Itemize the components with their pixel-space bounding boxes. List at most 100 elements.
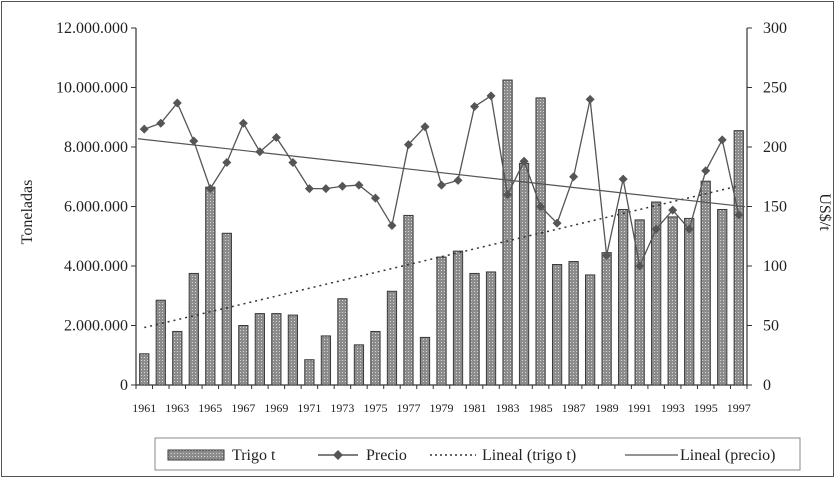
bar-trigo [271, 313, 282, 386]
y2-tick-label: 200 [763, 139, 787, 156]
bar-trigo [337, 298, 348, 386]
y2-tick-label: 300 [763, 20, 787, 37]
marker-precio [304, 184, 314, 194]
marker-precio [486, 91, 496, 101]
marker-precio [684, 224, 694, 234]
y-tick-label: 10.000.000 [56, 80, 128, 97]
bar-trigo [436, 256, 447, 386]
x-tick-label: 1961 [132, 401, 156, 415]
bar-trigo [353, 344, 365, 386]
legend-box [154, 437, 801, 471]
bar-trigo [254, 313, 265, 386]
bar-trigo [386, 290, 398, 386]
x-tick-label: 1991 [628, 401, 652, 415]
marker-precio [255, 147, 265, 157]
bar-trigo [651, 201, 662, 386]
marker-precio [503, 190, 513, 200]
x-tick-label: 1983 [496, 401, 520, 415]
y-tick-label: 6.000.000 [64, 199, 128, 216]
bar-trigo [667, 216, 678, 386]
marker-precio [172, 98, 182, 108]
bar-trigo [684, 217, 695, 386]
bar-trigo [502, 79, 513, 386]
legend-label-precio: Precio [366, 447, 407, 464]
marker-precio [139, 124, 149, 134]
bar-trigo [634, 219, 645, 386]
bar-trigo [320, 335, 332, 386]
x-tick-label: 1973 [330, 401, 354, 415]
marker-precio [519, 156, 529, 166]
marker-precio [635, 261, 645, 271]
bar-trigo [205, 186, 216, 386]
bar-trigo [518, 162, 530, 386]
x-tick-label: 1987 [562, 401, 586, 415]
marker-precio [222, 157, 232, 167]
y-tick-label: 12.000.000 [56, 20, 128, 37]
marker-precio [420, 122, 430, 132]
y2-axis-label: US$/t [816, 193, 833, 231]
bar-trigo [568, 261, 579, 386]
x-tick-label: 1981 [463, 401, 487, 415]
x-tick-label: 1975 [363, 401, 387, 415]
bar-trigo [155, 299, 166, 386]
marker-precio [437, 180, 446, 190]
marker-precio [238, 118, 248, 128]
marker-precio [403, 140, 413, 150]
bar-trigo [584, 274, 596, 386]
y2-tick-label: 50 [763, 318, 779, 335]
y2-tick-label: 100 [763, 258, 787, 275]
legend-label-lineal-precio: Lineal (precio) [680, 447, 776, 464]
marker-precio [618, 174, 628, 184]
y-axis-label: Toneladas [19, 180, 36, 245]
marker-precio [354, 180, 364, 190]
bar-trigo [287, 314, 299, 386]
x-tick-label: 1963 [165, 401, 189, 415]
marker-precio [321, 184, 331, 194]
marker-precio [585, 94, 595, 104]
bar-trigo [419, 336, 431, 386]
legend: Trigo t Precio Lineal (trigo t) Lineal (… [154, 437, 801, 471]
bar-trigo [733, 130, 744, 386]
y2-tick-label: 250 [763, 80, 787, 97]
marker-precio [453, 175, 463, 185]
bar-trigo [535, 97, 546, 386]
x-tick-label: 1985 [529, 401, 553, 415]
marker-precio [602, 250, 612, 260]
x-tick-label: 1965 [198, 401, 222, 415]
bar-trigo [188, 272, 199, 386]
y-tick-label: 0 [120, 377, 128, 394]
bar-trigo [221, 232, 232, 386]
marker-precio [189, 136, 199, 146]
bar-trigo [700, 180, 711, 386]
marker-precio [569, 172, 579, 182]
x-tick-label: 1969 [264, 401, 288, 415]
x-tick-label: 1971 [297, 401, 321, 415]
x-tick-label: 1995 [694, 401, 718, 415]
trendline-precio [137, 138, 746, 208]
bar-trigo [304, 359, 315, 386]
bar-trigo [172, 330, 183, 386]
marker-precio [337, 181, 347, 191]
legend-label-trigo: Trigo t [232, 447, 276, 464]
bar-trigo [452, 250, 464, 386]
bar-trigo [551, 264, 563, 386]
x-tick-label: 1997 [727, 401, 751, 415]
marker-precio [156, 118, 166, 128]
marker-precio [536, 202, 546, 211]
bar-trigo [403, 214, 414, 386]
x-tick-label: 1989 [595, 401, 619, 415]
bar-trigo [601, 252, 612, 386]
bar-trigo [370, 330, 381, 386]
bar-trigo [618, 208, 629, 386]
y-tick-label: 2.000.000 [64, 318, 128, 335]
x-tick-label: 1977 [396, 401, 420, 415]
bar-trigo [238, 325, 249, 386]
bar-trigo [139, 353, 150, 386]
x-tick-label: 1993 [661, 401, 685, 415]
bar-trigo [485, 271, 497, 386]
marker-precio [552, 218, 562, 228]
marker-precio [651, 224, 661, 234]
y-tick-label: 8.000.000 [64, 139, 128, 156]
